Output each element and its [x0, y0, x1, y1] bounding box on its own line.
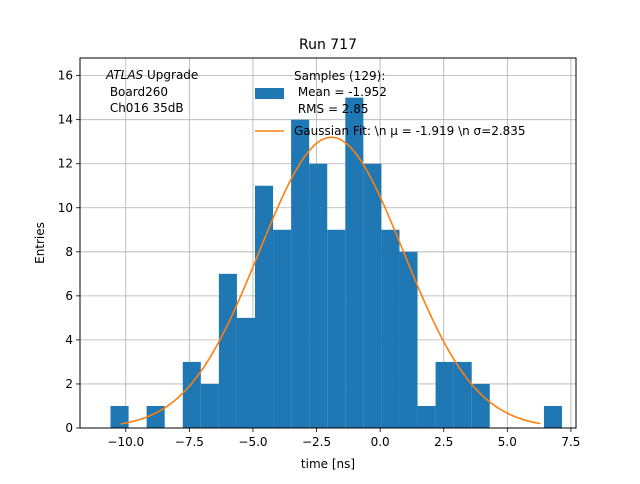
- x-tick-label: −10.0: [107, 435, 144, 449]
- y-tick-label: 16: [58, 69, 73, 83]
- legend-hist-line2: Mean = -1.952: [294, 85, 387, 99]
- x-tick-label: 0.0: [371, 435, 390, 449]
- annotation-channel: Ch016 35dB: [106, 101, 184, 115]
- annotation-atlas: ATLAS: [105, 68, 144, 82]
- gaussian-fit-layer: [120, 136, 541, 425]
- legend-fit-label: Gaussian Fit: \n μ = -1.919 \n σ=2.835: [294, 124, 526, 138]
- legend: Samples (129): Mean = -1.952 RMS = 2.85 …: [255, 69, 526, 138]
- histogram-bar: [381, 229, 400, 428]
- x-tick-label: 7.5: [561, 435, 580, 449]
- svg-text:ATLAS Upgrade: ATLAS Upgrade: [105, 68, 198, 82]
- y-tick-label: 0: [65, 421, 73, 435]
- histogram-bar: [182, 361, 201, 428]
- histogram-bar: [435, 361, 454, 428]
- gaussian-fit-line: [120, 136, 541, 425]
- histogram-bar: [345, 97, 364, 429]
- legend-swatch-histogram: [255, 88, 284, 99]
- histogram-bar: [417, 405, 436, 428]
- histogram-bar: [110, 405, 129, 428]
- y-tick-label: 8: [65, 245, 73, 259]
- y-axis-ticks: 0 2 4 6 8 10 12 14 16: [58, 69, 80, 435]
- x-tick-label: 2.5: [434, 435, 453, 449]
- x-axis-label: time [ns]: [301, 457, 355, 471]
- y-tick-label: 10: [58, 201, 73, 215]
- histogram-bar: [327, 229, 346, 428]
- legend-hist-line3: RMS = 2.85: [294, 102, 369, 116]
- y-axis-label: Entries: [33, 222, 47, 264]
- y-tick-label: 12: [58, 157, 73, 171]
- annotation-upgrade: Upgrade: [143, 68, 198, 82]
- plot-area-frame: [79, 57, 577, 429]
- x-axis-ticks: −10.0 −7.5 −5.0 −2.5 0.0 2.5 5.0 7.5: [107, 428, 580, 449]
- y-tick-label: 4: [65, 333, 73, 347]
- histogram-bar: [218, 273, 237, 428]
- histogram-bar: [363, 163, 382, 428]
- histogram-bar: [236, 317, 255, 428]
- x-tick-label: −5.0: [238, 435, 267, 449]
- histogram-bar: [471, 383, 490, 428]
- histogram-bar: [543, 405, 563, 428]
- x-tick-label: −2.5: [302, 435, 331, 449]
- y-tick-label: 6: [65, 289, 73, 303]
- histogram-bar: [273, 229, 292, 428]
- chart-title: Run 717: [299, 37, 357, 53]
- y-tick-label: 14: [58, 113, 73, 127]
- x-tick-label: −7.5: [175, 435, 204, 449]
- histogram-bar: [200, 383, 219, 428]
- histogram-bar: [399, 251, 418, 428]
- y-tick-label: 2: [65, 377, 73, 391]
- histogram-bar: [291, 119, 310, 429]
- annotation-board: Board260: [106, 85, 168, 99]
- histogram-bars: [110, 97, 563, 429]
- annotation-block: ATLAS Upgrade Board260 Ch016 35dB: [105, 68, 198, 115]
- histogram-bar: [309, 163, 328, 428]
- x-tick-label: 5.0: [498, 435, 517, 449]
- histogram-bar: [254, 185, 274, 428]
- legend-hist-line1: Samples (129):: [294, 69, 385, 83]
